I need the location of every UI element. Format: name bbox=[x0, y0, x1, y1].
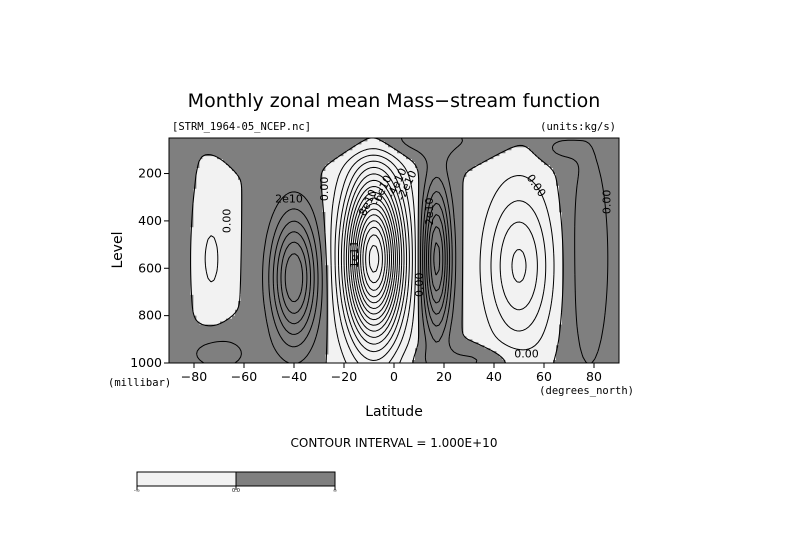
contour-label-8: 2e10 bbox=[423, 198, 436, 226]
contour-interval-label: CONTOUR INTERVAL = 1.000E+10 bbox=[291, 436, 498, 450]
contour-pos-7 bbox=[433, 242, 441, 276]
contour-neg-6 bbox=[345, 179, 403, 338]
x-tick-label-5: 20 bbox=[436, 369, 452, 384]
contour-neg-2 bbox=[334, 154, 547, 363]
shading-layer bbox=[169, 138, 619, 363]
colorbar-label-min: -∞ bbox=[134, 488, 140, 494]
y-tick-label-3: 800 bbox=[138, 308, 162, 323]
contour-neg-4 bbox=[340, 166, 527, 353]
contour-neg-13 bbox=[360, 220, 388, 298]
y-axis-label: Level bbox=[110, 232, 126, 269]
contour-neg-11 bbox=[356, 208, 392, 309]
y-tick-label-0: 200 bbox=[138, 166, 162, 181]
contour-pos-1 bbox=[196, 138, 609, 363]
units-label: (units:kg/s) bbox=[540, 121, 616, 133]
contour-neg-16 bbox=[368, 244, 380, 273]
colorbar-negative bbox=[136, 471, 237, 487]
x-axis: −80 −60 −40 −20 0 20 40 60 80 bbox=[181, 363, 602, 384]
contour-neg-14 bbox=[362, 226, 386, 291]
colorbar: -∞ 0.0 ∞ bbox=[134, 471, 337, 494]
contour-neg-12 bbox=[358, 214, 390, 304]
file-label: [STRM_1964-05_NCEP.nc] bbox=[172, 121, 311, 133]
y-axis: 200 400 600 800 1000 bbox=[130, 166, 169, 370]
y-tick-label-1: 400 bbox=[138, 213, 162, 228]
positive-region bbox=[169, 138, 619, 363]
x-tick-label-4: 0 bbox=[390, 369, 398, 384]
negative-region bbox=[190, 138, 563, 363]
contour-pos-5 bbox=[280, 214, 446, 314]
x-tick-label-3: −20 bbox=[331, 369, 357, 384]
contour-neg-5 bbox=[343, 173, 405, 345]
contour-pos-6 bbox=[284, 226, 444, 303]
contour-label-2: 0.00 bbox=[318, 177, 331, 202]
x-tick-label-2: −40 bbox=[281, 369, 307, 384]
x-axis-label: Latitude bbox=[365, 404, 423, 420]
x-tick-label-7: 60 bbox=[536, 369, 552, 384]
contour-neg-9 bbox=[352, 197, 396, 321]
contour-pos-3 bbox=[272, 190, 451, 335]
chart-title: Monthly zonal mean Mass−stream function bbox=[188, 90, 601, 112]
y-unit-label: (millibar) bbox=[108, 377, 171, 389]
contour-label-1: 2e10 bbox=[275, 192, 303, 205]
x-tick-label-0: −80 bbox=[181, 369, 207, 384]
contour-neg-8 bbox=[350, 191, 398, 326]
contour-label-9: 0.00 bbox=[413, 273, 426, 298]
colorbar-label-zero: 0.0 bbox=[232, 488, 240, 494]
y-tick-label-2: 600 bbox=[138, 260, 162, 275]
contour-label-12: 0.00 bbox=[601, 190, 614, 215]
contour-lines bbox=[190, 138, 609, 363]
contour-neg-7 bbox=[348, 185, 400, 332]
contour-neg-3 bbox=[337, 160, 538, 362]
y-tick-label-4: 1000 bbox=[130, 355, 162, 370]
x-unit-label: (degrees_north) bbox=[539, 385, 634, 397]
contour-label-0: 0.00 bbox=[221, 209, 234, 234]
x-tick-label-1: −60 bbox=[231, 369, 257, 384]
contour-label-11: 0.00 bbox=[514, 348, 539, 361]
contour-pos-0 bbox=[190, 138, 564, 363]
contour-pos-4 bbox=[276, 202, 448, 325]
contour-neg-10 bbox=[354, 203, 394, 315]
contour-label-3: -1e11 bbox=[348, 241, 361, 273]
colorbar-positive bbox=[235, 471, 336, 487]
x-tick-label-8: 80 bbox=[586, 369, 602, 384]
contour-pos-2 bbox=[268, 176, 453, 348]
x-tick-label-6: 40 bbox=[486, 369, 502, 384]
colorbar-label-max: ∞ bbox=[333, 488, 337, 494]
contour-neg-1 bbox=[204, 148, 555, 363]
contour-neg-15 bbox=[365, 234, 383, 284]
